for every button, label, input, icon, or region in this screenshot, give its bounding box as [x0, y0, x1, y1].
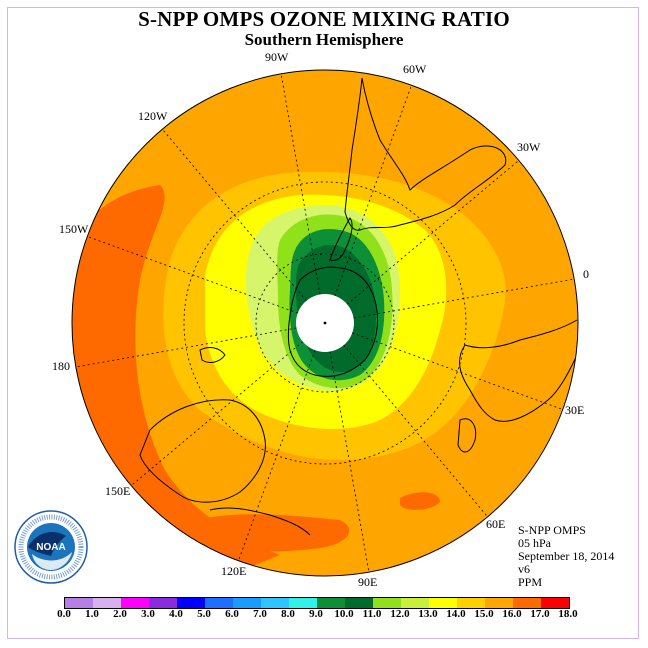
colorbar-tick-label: 11.0 [362, 608, 382, 620]
colorbar-segment [93, 598, 121, 608]
south-pole-marker [323, 321, 327, 325]
colorbar [64, 597, 570, 609]
lon-label-120e: 120E [221, 564, 246, 578]
colorbar-segment [261, 598, 289, 608]
globe-outline [71, 69, 579, 577]
info-instrument: S-NPP OMPS [518, 523, 586, 537]
meridian-line [352, 332, 563, 410]
colorbar-segment [205, 598, 233, 608]
colorbar-tick-label: 8.0 [281, 608, 295, 620]
lon-label-60e: 60E [486, 517, 505, 531]
colorbar-segment [541, 598, 569, 608]
colorbar-tick-label: 14.0 [446, 608, 466, 620]
colorbar-tick-label: 7.0 [253, 608, 267, 620]
meridian-line [87, 236, 298, 314]
meridian-line [353, 278, 575, 319]
colorbar-segment [177, 598, 205, 608]
lat-circle-70s [255, 253, 395, 393]
colorbar-segment [401, 598, 429, 608]
figure-subtitle: Southern Hemisphere [244, 30, 404, 49]
lon-label-150e: 150E [105, 484, 130, 498]
figure-frame [7, 7, 639, 639]
info-block: S-NPP OMPS 05 hPa September 18, 2014 v6 … [518, 524, 614, 589]
coastlines [139, 77, 578, 549]
colorbar-tick-label: 15.0 [474, 608, 494, 620]
meridian-line [329, 351, 370, 573]
graticule [183, 181, 467, 465]
meridian-line [343, 344, 488, 518]
colorbar-tick-label: 17.0 [530, 608, 550, 620]
colorbar-segment [317, 598, 345, 608]
meridian-line [346, 160, 520, 305]
logo-ring-lettering [18, 514, 84, 580]
colorbar-segment [345, 598, 373, 608]
field-patch-dark-orange-east [400, 492, 440, 510]
lon-label-90e: 90E [358, 575, 377, 589]
figure-title: S-NPP OMPS OZONE MIXING RATIO [138, 7, 510, 31]
meridians [75, 73, 575, 573]
colorbar-tick-label: 5.0 [197, 608, 211, 620]
meridian-line [75, 327, 297, 368]
info-level: 05 hPa [518, 536, 551, 550]
colorbar-segment [485, 598, 513, 608]
colorbar-tick-label: 9.0 [309, 608, 323, 620]
colorbar-tick-label: 6.0 [225, 608, 239, 620]
colorbar-segment [429, 598, 457, 608]
meridian-line [130, 341, 304, 486]
colorbar-tick-label: 2.0 [113, 608, 127, 620]
colorbar-tick-label: 3.0 [141, 608, 155, 620]
lon-label-90w: 90W [265, 50, 289, 64]
meridian-line [238, 350, 316, 561]
colorbar-ticks: 0.0 1.0 2.0 3.0 4.0 5.0 6.0 7.0 8.0 9.0 10.0 11.0 12… [50, 608, 610, 622]
colorbar-segment [149, 598, 177, 608]
colorbar-segment [233, 598, 261, 608]
ozone-field [72, 70, 578, 576]
meridian-line [280, 73, 321, 295]
colorbar-tick-label: 1.0 [85, 608, 99, 620]
colorbar-segment [457, 598, 485, 608]
meridian-line [334, 85, 412, 296]
colorbar-tick-label: 12.0 [390, 608, 410, 620]
colorbar-tick-label: 10.0 [334, 608, 354, 620]
lon-label-30w: 30W [517, 140, 541, 154]
noaa-logo: NOAA [14, 510, 88, 584]
lon-label-0: 0 [583, 267, 589, 281]
logo-bird [28, 531, 66, 556]
colorbar-segment [121, 598, 149, 608]
colorbar-tick-label: 18.0 [558, 608, 578, 620]
colorbar-segment [289, 598, 317, 608]
colorbar-tick-label: 0.0 [57, 608, 71, 620]
meridian-line [162, 128, 307, 302]
logo-text: NOAA [36, 542, 65, 553]
lon-label-120w: 120W [138, 109, 168, 123]
colorbar-segment [373, 598, 401, 608]
colorbar-tick-label: 16.0 [502, 608, 522, 620]
field-patch-dark-orange-south [195, 514, 350, 552]
lon-label-30e: 30E [565, 403, 584, 417]
logo-wave [32, 552, 72, 570]
info-version: v6 [518, 562, 530, 576]
colorbar-segment [65, 598, 93, 608]
info-units: PPM [518, 575, 543, 589]
colorbar-segment [513, 598, 541, 608]
lon-label-180: 180 [52, 359, 70, 373]
lon-label-150w: 150W [59, 222, 89, 236]
colorbar-tick-label: 13.0 [418, 608, 438, 620]
info-date: September 18, 2014 [518, 549, 615, 563]
lon-label-60w: 60W [403, 62, 427, 76]
colorbar-tick-label: 4.0 [169, 608, 183, 620]
lat-circle-50s [183, 181, 467, 465]
